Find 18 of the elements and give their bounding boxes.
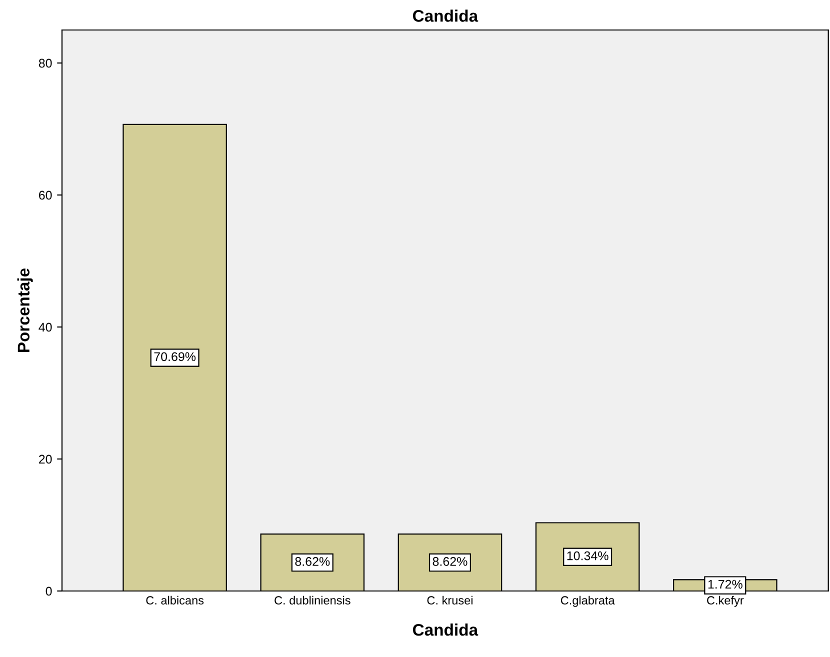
data-label: 70.69% xyxy=(154,352,196,362)
x-axis-title: Candida xyxy=(412,624,478,636)
y-tick-label: 40 xyxy=(38,322,52,332)
y-tick-label: 20 xyxy=(39,454,52,464)
data-label: 8.62% xyxy=(295,557,330,566)
chart-title: Candida xyxy=(412,10,478,22)
x-tick-label: C. krusei xyxy=(427,596,472,605)
x-tick-label: C. dubliniensis xyxy=(274,596,350,605)
x-tick-label: C.kefyr xyxy=(707,596,744,607)
y-axis-title: Porcentaje xyxy=(17,268,33,352)
y-tick-label: 80 xyxy=(38,58,52,68)
y-tick-label: 0 xyxy=(46,586,52,596)
x-tick-label: C.glabrata xyxy=(560,596,615,607)
y-tick-label: 60 xyxy=(39,190,52,200)
data-label: 1.72% xyxy=(708,580,742,589)
x-tick-label: C. albicans xyxy=(146,596,204,605)
data-label: 8.62% xyxy=(432,557,468,566)
data-label: 10.34% xyxy=(567,551,608,560)
